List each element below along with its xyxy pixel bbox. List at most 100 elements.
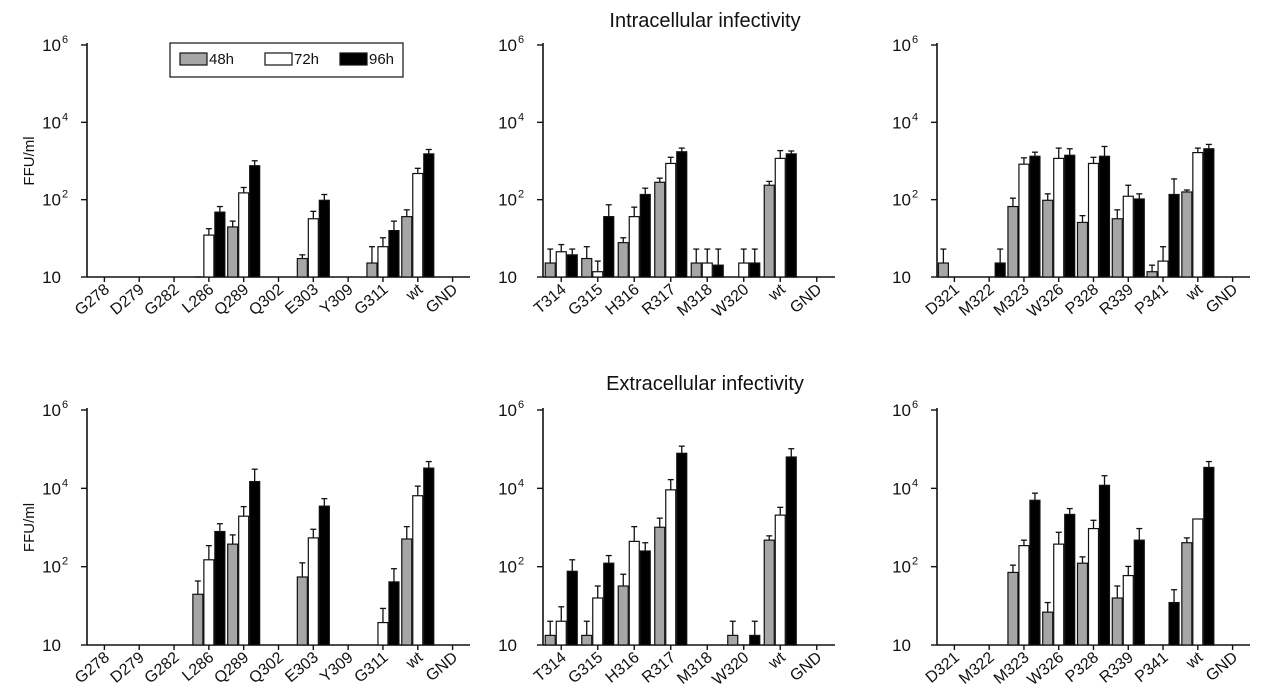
bar-72h — [1157, 260, 1169, 278]
bar-96h — [249, 480, 261, 646]
bar-96h — [994, 262, 1006, 278]
y-tick-label-exponent: 2 — [62, 189, 68, 201]
x-tick-label: W320 — [709, 649, 752, 689]
bar-72h — [738, 262, 750, 278]
x-tick-label: Q289 — [211, 649, 252, 687]
y-tick-label-exponent: 4 — [912, 111, 918, 123]
bar-96h — [423, 153, 435, 278]
bar-96h — [749, 262, 761, 278]
bar-96h — [423, 467, 435, 646]
y-tick-label: 10 — [498, 191, 517, 210]
bar-96h — [318, 505, 330, 646]
bar-48h — [544, 634, 556, 646]
x-tick-label: G315 — [565, 649, 606, 687]
y-tick-label-exponent: 6 — [912, 399, 918, 411]
x-tick-label: H316 — [603, 649, 643, 687]
legend-label-96h: 96h — [369, 51, 394, 68]
y-tick-label-exponent: 2 — [518, 189, 524, 201]
bar-72h — [238, 192, 250, 278]
y-tick-label: 10 — [498, 636, 517, 655]
bar-48h — [690, 262, 702, 278]
legend-swatch-48h — [179, 52, 208, 66]
x-tick-label: wt — [765, 649, 789, 673]
bar-96h — [1133, 198, 1145, 278]
x-tick-label: wt — [402, 281, 426, 305]
figure-title-intracellular: Intracellular infectivity — [609, 10, 800, 32]
bar-96h — [318, 199, 330, 278]
y-tick-label: 10 — [42, 558, 61, 577]
x-tick-label: E303 — [282, 649, 322, 686]
bar-48h — [654, 526, 666, 646]
x-tick-label: G311 — [352, 649, 392, 686]
bar-72h — [628, 216, 640, 278]
x-tick-label: H316 — [603, 281, 643, 319]
y-tick-label: 10 — [892, 191, 911, 210]
bar-72h — [1122, 574, 1134, 646]
x-tick-label: P341 — [1132, 281, 1172, 318]
bar-72h — [203, 559, 215, 646]
y-tick-label-exponent: 4 — [518, 477, 524, 489]
bar-72h — [1192, 151, 1204, 278]
bar-48h — [296, 576, 308, 646]
legend-label-48h: 48h — [209, 51, 234, 68]
bar-96h — [1029, 155, 1041, 278]
bar-72h — [203, 234, 215, 278]
x-tick-label: Q302 — [246, 649, 287, 687]
y-tick-label-exponent: 2 — [518, 556, 524, 568]
y-tick-label-exponent: 6 — [62, 34, 68, 46]
y-tick-label-exponent: 4 — [62, 477, 68, 489]
bar-72h — [238, 515, 250, 646]
bar-48h — [1181, 542, 1193, 646]
y-tick-label: 10 — [498, 113, 517, 132]
bar-48h — [401, 216, 413, 278]
bar-96h — [1098, 155, 1111, 278]
bar-48h — [727, 634, 739, 646]
x-tick-label: GND — [1203, 649, 1241, 685]
y-tick-label: 10 — [892, 401, 911, 420]
x-tick-label: G282 — [142, 649, 183, 687]
bar-72h — [307, 218, 319, 278]
x-tick-label: wt — [1182, 649, 1206, 673]
legend-swatch-72h — [264, 52, 293, 66]
x-tick-label: M323 — [991, 281, 1033, 320]
y-tick-label: 10 — [892, 36, 911, 55]
bar-48h — [401, 538, 413, 646]
bar-48h — [1146, 271, 1158, 278]
y-tick-label: 10 — [498, 268, 517, 287]
bar-72h — [665, 162, 677, 278]
bar-72h — [592, 271, 604, 278]
x-tick-label: R317 — [639, 281, 679, 319]
x-tick-label: wt — [402, 649, 426, 673]
bar-96h — [676, 452, 688, 646]
y-tick-label: 10 — [42, 113, 61, 132]
bar-48h — [581, 257, 593, 278]
bar-48h — [1076, 221, 1089, 278]
x-tick-label: Y309 — [317, 281, 357, 318]
y-tick-label: 10 — [498, 479, 517, 498]
bar-48h — [1181, 191, 1193, 278]
x-tick-label: L286 — [179, 281, 217, 317]
y-tick-label-exponent: 2 — [912, 189, 918, 201]
bar-72h — [628, 540, 640, 646]
y-tick-label: 10 — [42, 36, 61, 55]
bar-96h — [1029, 499, 1041, 646]
x-tick-label: M322 — [956, 649, 998, 688]
y-tick-label: 10 — [892, 558, 911, 577]
bar-48h — [617, 585, 629, 646]
x-tick-label: M318 — [674, 649, 716, 688]
y-tick-label: 10 — [892, 113, 911, 132]
y-axis-label: FFU/ml — [21, 136, 38, 185]
x-tick-label: G315 — [565, 281, 606, 319]
bar-96h — [1133, 539, 1145, 646]
bar-48h — [617, 242, 629, 278]
x-tick-label: M322 — [956, 281, 998, 320]
bar-72h — [1192, 518, 1204, 646]
bar-96h — [249, 165, 261, 278]
y-tick-label-exponent: 6 — [518, 34, 524, 46]
x-tick-label: T314 — [531, 281, 570, 318]
bar-96h — [603, 216, 615, 278]
y-tick-label: 10 — [498, 558, 517, 577]
x-tick-label: M318 — [674, 281, 716, 320]
x-tick-label: P328 — [1063, 649, 1103, 686]
